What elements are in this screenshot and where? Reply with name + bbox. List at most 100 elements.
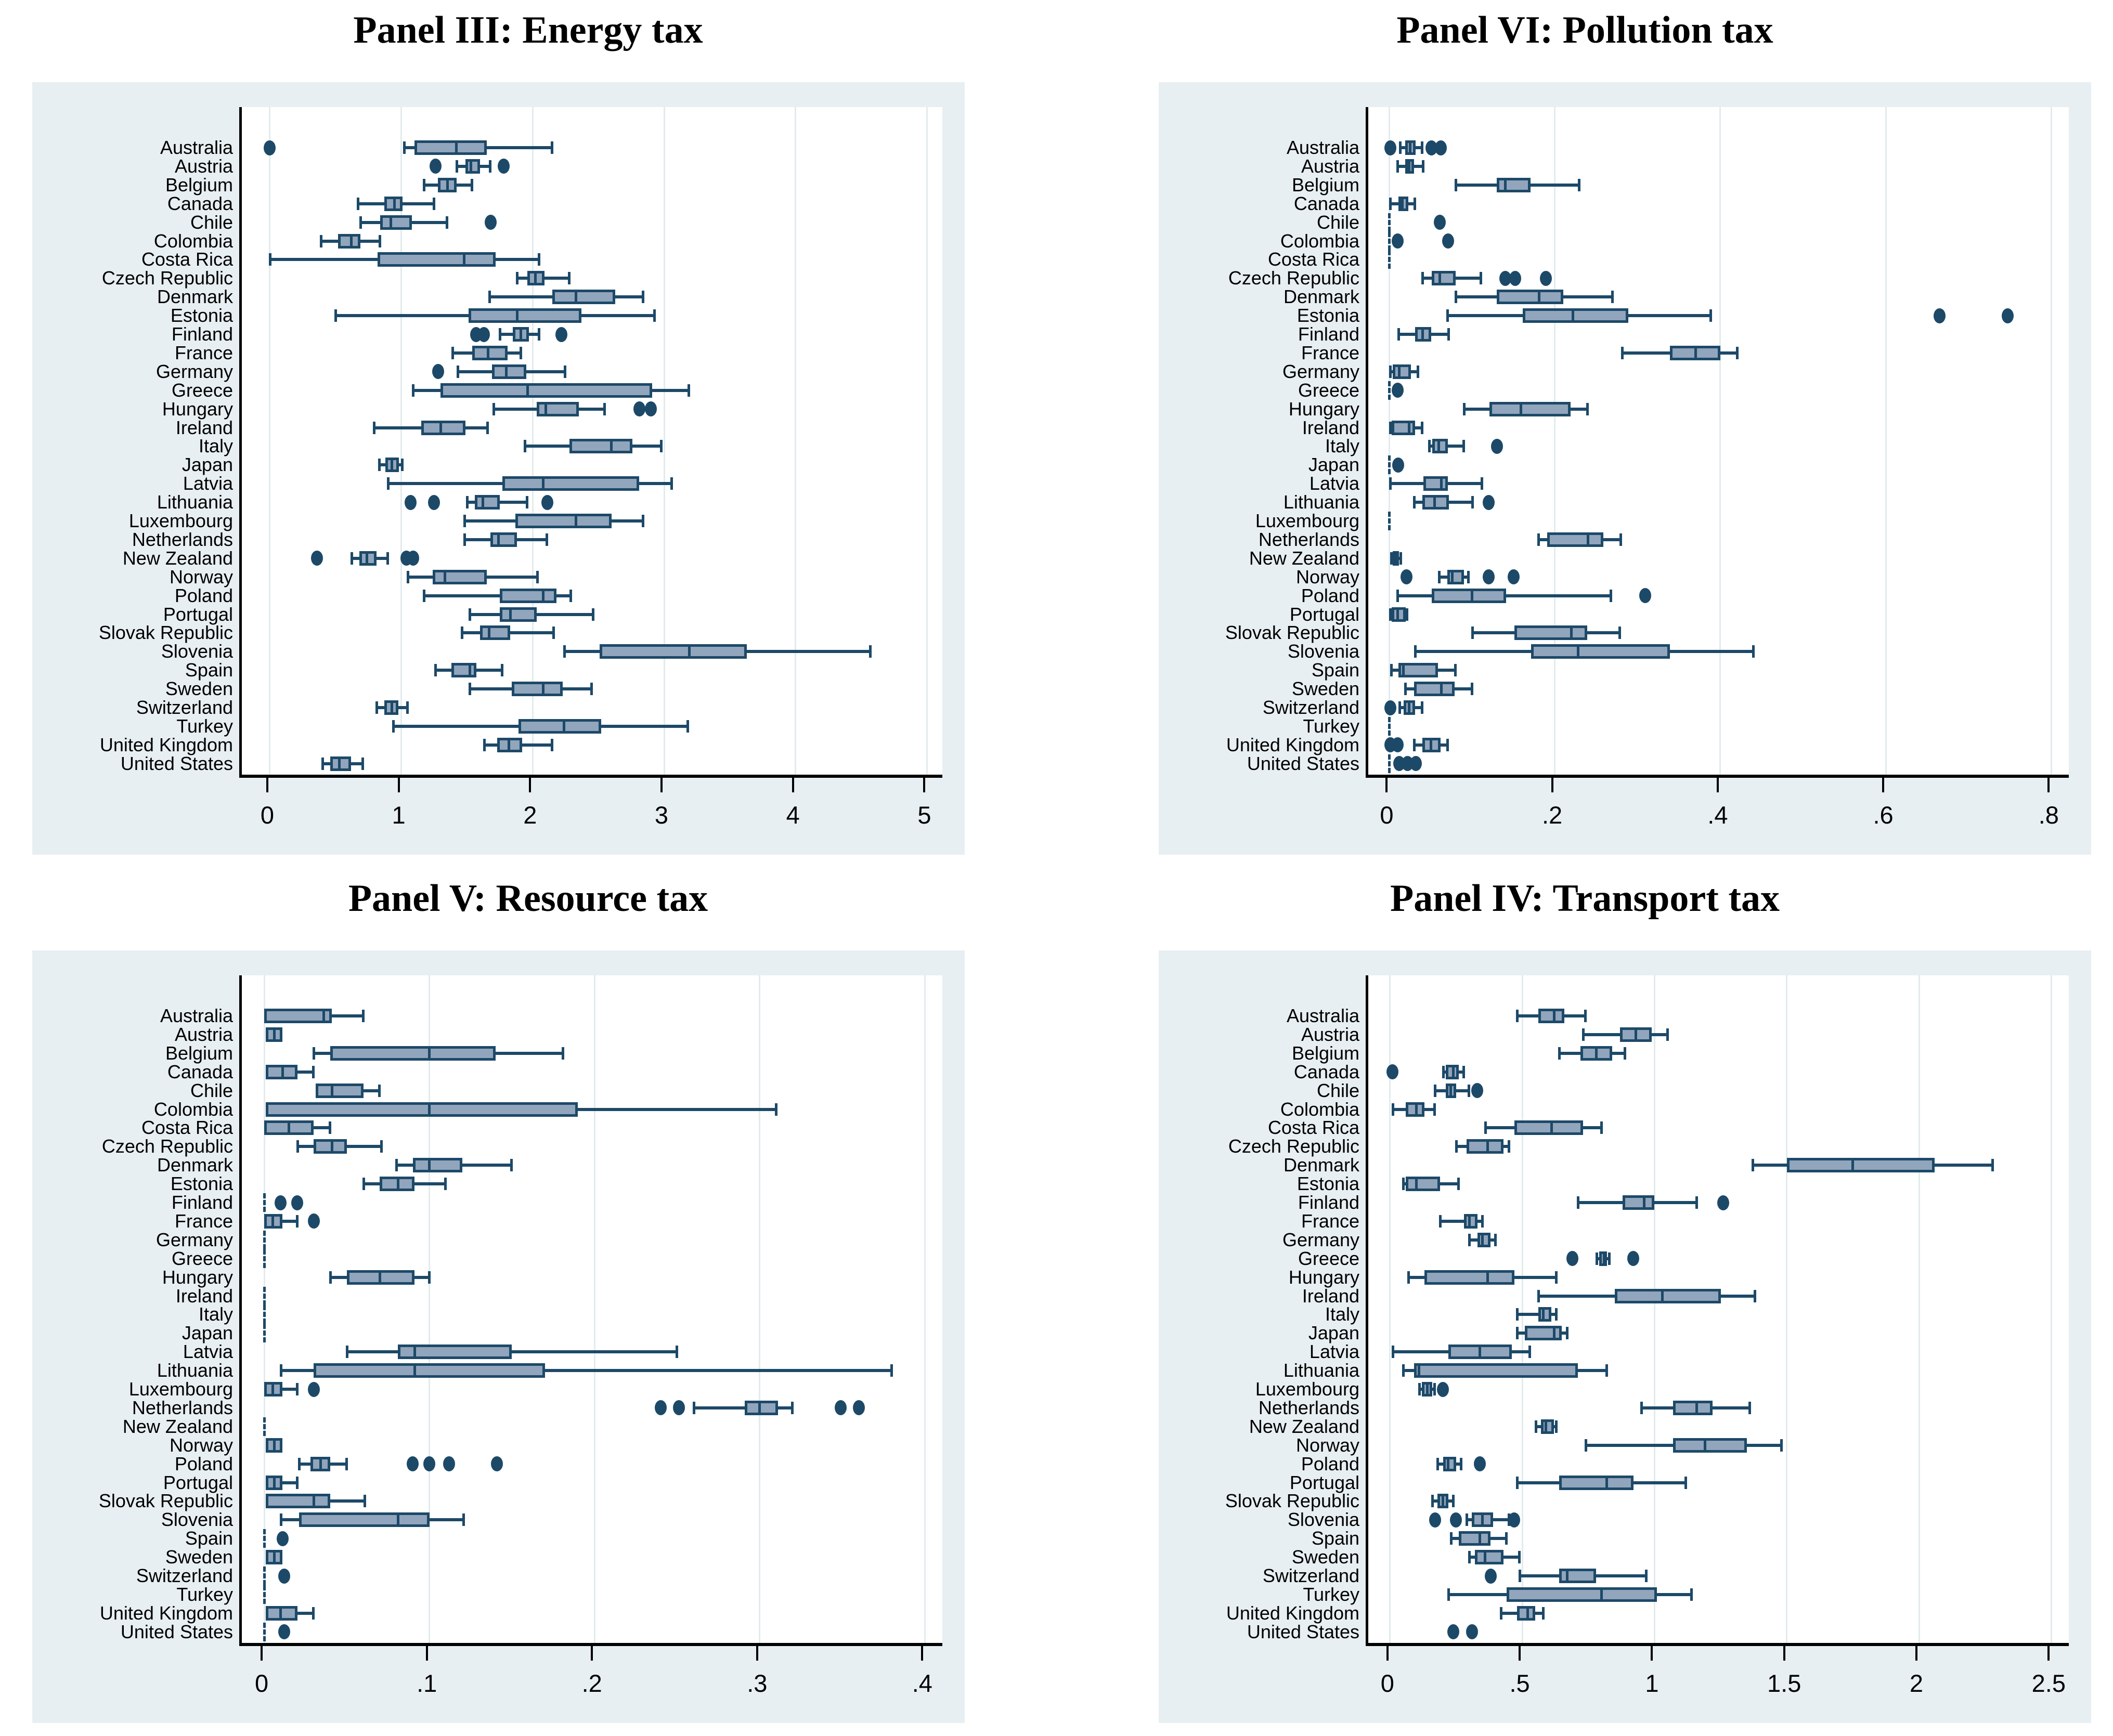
x-axis-line	[239, 1643, 942, 1646]
country-label: France	[174, 342, 233, 363]
box	[515, 514, 612, 528]
outlier-dot	[278, 1624, 290, 1640]
country-label: Lithuania	[157, 491, 233, 513]
country-label: New Zealand	[1249, 547, 1359, 569]
gridline	[2050, 107, 2052, 775]
whisker-cap-low	[1391, 1103, 1394, 1116]
median-line	[610, 439, 613, 454]
median-line	[1442, 1494, 1444, 1509]
box	[480, 625, 511, 641]
country-label: France	[1301, 342, 1359, 363]
median-line	[520, 327, 522, 342]
outlier-dot	[1391, 383, 1404, 398]
median-line	[1481, 1512, 1484, 1528]
x-axis-tick	[591, 1646, 593, 1661]
whisker-cap-low	[1396, 589, 1399, 602]
outlier-dot	[1508, 1512, 1521, 1528]
box	[1464, 1213, 1477, 1229]
median-line	[1468, 1213, 1471, 1229]
whisker-cap-high	[536, 570, 539, 583]
whisker-cap-high	[1584, 1010, 1587, 1022]
gridline	[1521, 975, 1523, 1643]
median-line	[1421, 327, 1424, 342]
whisker-cap-low	[1428, 440, 1431, 453]
median-line	[1552, 1326, 1555, 1341]
median-line	[1586, 532, 1589, 547]
whisker-cap-low	[1418, 1383, 1421, 1395]
whisker-cap-high	[1736, 346, 1739, 359]
whisker-cap-high	[791, 1401, 794, 1414]
whisker-cap-high	[1528, 1346, 1532, 1359]
whisker-cap-low	[412, 384, 415, 397]
whisker-cap-low	[1431, 1495, 1434, 1508]
median-line	[509, 607, 512, 622]
country-label: Turkey	[1303, 715, 1359, 737]
whisker-line	[1440, 1219, 1483, 1223]
zero-dash	[263, 1529, 266, 1548]
whisker-cap-high	[519, 346, 522, 359]
whisker-cap-high	[1690, 1588, 1693, 1601]
whisker-cap-high	[591, 608, 594, 621]
gridline	[795, 107, 797, 775]
whisker-cap-low	[1558, 1047, 1561, 1060]
whisker-cap-low	[516, 272, 518, 285]
x-axis-tick-label: .5	[1509, 1669, 1530, 1697]
whisker-cap-high	[1406, 608, 1409, 621]
country-label: Czech Republic	[101, 1135, 233, 1157]
whisker-cap-high	[312, 1065, 315, 1078]
country-label: Estonia	[1297, 305, 1359, 327]
median-line	[1695, 1400, 1699, 1415]
whisker-cap-low	[378, 459, 381, 472]
country-label: Sweden	[165, 1546, 233, 1568]
country-label: Australia	[1286, 1005, 1359, 1026]
box	[380, 215, 412, 230]
whisker-cap-high	[427, 1271, 431, 1284]
country-label: Italy	[1325, 1303, 1359, 1325]
whisker-cap-high	[361, 757, 365, 770]
x-axis-tick-label: .8	[2038, 801, 2059, 829]
outlier-dot	[1401, 569, 1413, 585]
median-line	[1401, 196, 1404, 211]
country-label: United Kingdom	[99, 734, 233, 755]
whisker-cap-high	[590, 683, 593, 696]
whisker-cap-high	[1709, 309, 1713, 322]
outlier-dot	[1639, 588, 1651, 604]
box	[1559, 1569, 1597, 1583]
outlier-dot	[432, 364, 444, 380]
country-label: Slovenia	[161, 641, 233, 662]
median-line	[542, 588, 545, 603]
whisker-cap-low	[463, 515, 466, 527]
zero-dash	[1388, 716, 1391, 736]
whisker-cap-low	[1582, 1028, 1585, 1041]
whisker-cap-high	[1480, 272, 1482, 285]
box	[1447, 569, 1464, 584]
whisker-cap-high	[568, 272, 571, 285]
country-label: Costa Rica	[141, 249, 233, 270]
whisker-cap-high	[345, 1457, 348, 1470]
whisker-cap-high	[446, 216, 448, 229]
x-axis-tick	[1651, 1646, 1653, 1661]
box	[299, 1512, 430, 1528]
whisker-cap-high	[552, 626, 555, 639]
zero-dash	[263, 1622, 266, 1641]
median-line	[279, 1606, 282, 1621]
whisker-cap-low	[345, 1346, 348, 1359]
x-axis-tick-label: .2	[581, 1669, 602, 1697]
whisker-cap-high	[676, 1346, 678, 1359]
median-line	[446, 177, 449, 192]
zero-dash	[263, 1305, 266, 1324]
outlier-dot	[1482, 569, 1495, 585]
outlier-dot	[1447, 1624, 1460, 1640]
median-line	[271, 1213, 274, 1229]
x-axis-tick-label: .4	[912, 1669, 932, 1697]
country-label: Belgium	[165, 1042, 233, 1064]
x-axis-tick	[2047, 1646, 2050, 1661]
outlier-dot	[1509, 270, 1521, 286]
country-label: Denmark	[157, 286, 233, 308]
median-line	[366, 551, 369, 566]
outlier-dot	[1386, 1064, 1399, 1080]
median-line	[1545, 1419, 1548, 1434]
country-label: Belgium	[165, 174, 233, 195]
country-label: Greece	[1298, 1247, 1359, 1269]
whisker-cap-low	[483, 738, 486, 751]
